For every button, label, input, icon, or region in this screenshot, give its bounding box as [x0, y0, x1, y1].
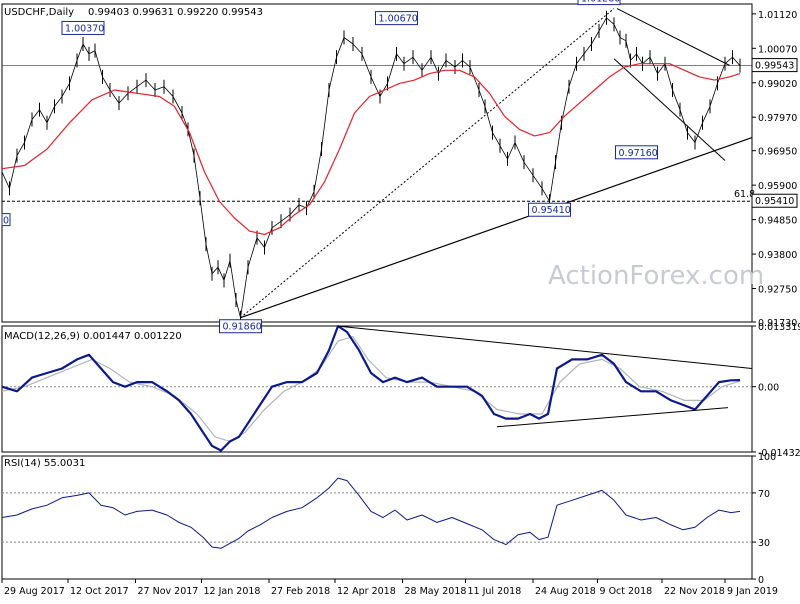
x-tick-label: 12 Apr 2018: [337, 586, 396, 597]
channel-lower-line: [613, 58, 726, 161]
partial-left-label-box: [1, 213, 11, 227]
price-annotation-text: 0.97160: [619, 148, 658, 159]
macd-resistance-line: [337, 325, 753, 369]
macd-line: [1, 325, 741, 452]
price-annotation-box: [375, 11, 418, 26]
x-tick-label: 29 Aug 2017: [4, 586, 65, 597]
main-y-tick-label: 0.91730: [758, 318, 797, 329]
main-title: USDCHF,Daily: [4, 7, 74, 18]
x-tick-label: 27 Feb 2018: [271, 586, 330, 597]
x-tick-label: 28 May 2018: [405, 586, 467, 597]
macd-support-line: [496, 407, 729, 428]
rsi-y-tick-label: 100: [758, 452, 776, 463]
rsi-line: [1, 477, 741, 549]
x-tick-label: 11 Jul 2018: [468, 586, 522, 597]
watermark: ActionForex.com: [548, 261, 764, 291]
price-annotation-text: 0.91860: [223, 322, 262, 333]
dotted-trendline: [240, 8, 615, 319]
rsi-pane-frame: [1, 455, 753, 580]
main-y-tick-label: 1.00070: [758, 44, 797, 55]
price-annotation-text: 0.95410: [532, 205, 571, 216]
main-y-tick-label: 0.97970: [758, 113, 797, 124]
price-annotation-box: [615, 145, 658, 160]
fib-label: 61.8: [734, 189, 755, 200]
price-annotation-box: [577, 0, 621, 6]
macd-pane-frame: [1, 325, 753, 453]
channel-upper-line: [616, 8, 730, 66]
rsi-y-tick-label: 30: [758, 538, 770, 549]
rsi-y-tick-label: 70: [758, 489, 770, 500]
rsi-title: RSI(14) 55.0031: [4, 458, 85, 469]
x-tick-label: 24 Aug 2018: [535, 586, 596, 597]
macd-y-tick-label: 0.00: [758, 383, 779, 394]
price-annotation-text: 1.01280: [581, 0, 620, 5]
price-annotation-text: 1.00670: [379, 14, 418, 25]
x-tick-label: 12 Jan 2018: [204, 586, 261, 597]
price-annotation-box: [61, 20, 105, 35]
macd-y-tick-label: -0.014323: [758, 448, 800, 459]
partial-left-label: 0: [3, 216, 9, 227]
x-tick-label: 9 Jan 2019: [727, 586, 778, 597]
main-pane-frame: [1, 3, 753, 323]
main-y-tick-label: 0.95900: [758, 181, 797, 192]
price-line: [1, 17, 741, 319]
main-ohlc: 0.99403 0.99631 0.99220 0.99543: [88, 7, 263, 18]
x-tick-label: 27 Nov 2017: [138, 586, 199, 597]
main-y-tick-label: 0.99020: [758, 79, 797, 90]
moving-average-line: [1, 63, 741, 235]
fib-badge-text: 0.95410: [755, 196, 794, 207]
main-y-tick-label: 1.01120: [758, 10, 797, 21]
rsi-y-tick-label: 0: [758, 575, 764, 586]
macd-y-tick-label: 0.013319: [758, 322, 800, 333]
x-tick-label: 9 Oct 2018: [600, 586, 653, 597]
price-badge: [751, 58, 798, 73]
price-annotation-box: [528, 202, 571, 217]
price-annotation-text: 1.00370: [65, 23, 104, 34]
x-tick-label: 12 Oct 2017: [70, 586, 129, 597]
support-trendline: [240, 137, 753, 319]
main-y-tick-label: 0.94850: [758, 216, 797, 227]
price-annotation-box: [219, 319, 262, 334]
x-tick-label: 22 Nov 2018: [664, 586, 725, 597]
macd-title: MACD(12,26,9) 0.001447 0.001220: [4, 331, 182, 342]
main-y-tick-label: 0.92750: [758, 285, 797, 296]
main-y-tick-label: 0.93800: [758, 250, 797, 261]
main-y-tick-label: 0.96950: [758, 147, 797, 158]
fib-badge: [751, 193, 798, 208]
price-badge-text: 0.99543: [755, 61, 794, 72]
